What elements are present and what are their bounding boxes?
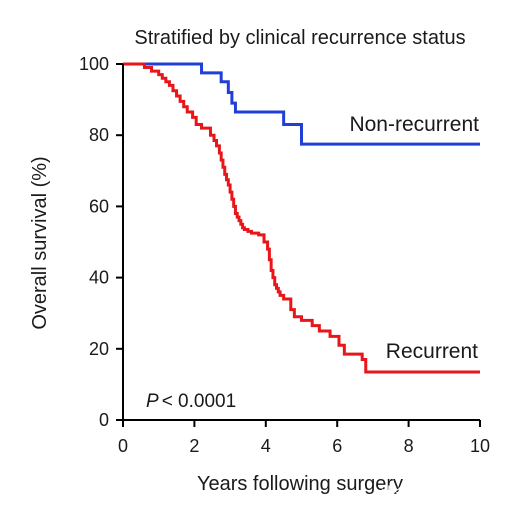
series-label-non-recurrent: Non-recurrent — [349, 113, 479, 136]
y-tick-label: 80 — [89, 125, 109, 145]
y-tick-label: 0 — [99, 410, 109, 430]
x-tick-label: 8 — [404, 436, 414, 456]
watermark: 头条号 / 美中嘉和 — [380, 484, 500, 502]
y-tick-label: 40 — [89, 268, 109, 288]
y-tick-label: 60 — [89, 196, 109, 216]
y-tick-label: 20 — [89, 339, 109, 359]
series-line-non-recurrent — [123, 62, 480, 146]
x-tick-label: 0 — [118, 436, 128, 456]
x-axis-label: Years following surgery — [197, 473, 403, 495]
x-ticks: 0 2 4 6 8 10 — [118, 420, 490, 456]
p-symbol: P — [146, 391, 159, 412]
x-tick-label: 2 — [189, 436, 199, 456]
chart-title: Stratified by clinical recurrence status — [134, 27, 465, 49]
y-tick-label: 100 — [79, 54, 109, 74]
x-tick-label: 6 — [332, 436, 342, 456]
series-line-recurrent — [123, 62, 480, 374]
y-ticks: 0 20 40 60 80 100 — [79, 54, 123, 430]
y-axis-label: Overall survival (%) — [29, 156, 51, 329]
x-tick-label: 4 — [261, 436, 271, 456]
p-value-text: < 0.0001 — [162, 391, 237, 412]
p-value-annotation: P < 0.0001 — [146, 391, 236, 412]
series-label-recurrent: Recurrent — [386, 340, 478, 363]
x-tick-label: 10 — [470, 436, 490, 456]
series-layer — [123, 62, 480, 374]
